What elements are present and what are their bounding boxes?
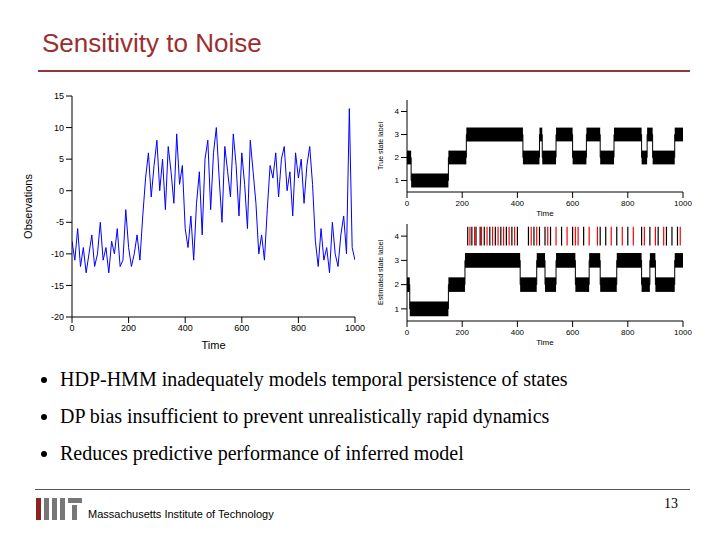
html-text:HDP-HMM inadequately models te: HDP-HMM inadequately models temporal per… [60, 368, 568, 390]
svg-text:0: 0 [69, 323, 74, 333]
svg-text:800: 800 [291, 323, 306, 333]
svg-text:2: 2 [395, 280, 400, 289]
svg-text:3: 3 [395, 256, 400, 265]
svg-text:10: 10 [54, 123, 64, 133]
svg-text:15: 15 [54, 91, 64, 101]
svg-text:-10: -10 [51, 249, 64, 259]
svg-text:400: 400 [178, 323, 193, 333]
svg-text:True state label: True state label [377, 122, 384, 170]
html-text:DP bias insufficient to preven: DP bias insufficient to prevent unrealis… [60, 405, 550, 427]
svg-text:Estimated state label: Estimated state label [377, 240, 384, 305]
svg-text:1000: 1000 [674, 199, 692, 208]
svg-text:1: 1 [395, 305, 400, 314]
svg-text:1: 1 [395, 176, 400, 185]
svg-text:Time: Time [536, 338, 554, 345]
svg-text:200: 200 [121, 323, 136, 333]
svg-text:Time: Time [536, 209, 554, 216]
svg-text:-5: -5 [56, 217, 64, 227]
svg-text:Observations: Observations [22, 174, 34, 239]
svg-text:1000: 1000 [345, 323, 365, 333]
svg-text:4: 4 [395, 107, 400, 116]
svg-text:600: 600 [566, 328, 580, 337]
html-text:Sensitivity to Noise: Sensitivity to Noise [42, 28, 262, 58]
svg-text:200: 200 [456, 328, 470, 337]
svg-text:0: 0 [405, 199, 410, 208]
svg-text:-20: -20 [51, 312, 64, 322]
svg-text:0: 0 [405, 328, 410, 337]
svg-text:2: 2 [395, 153, 400, 162]
svg-text:600: 600 [234, 323, 249, 333]
svg-text:600: 600 [566, 199, 580, 208]
svg-text:Time: Time [201, 339, 225, 351]
svg-text:200: 200 [456, 199, 470, 208]
svg-text:-15: -15 [51, 281, 64, 291]
svg-text:400: 400 [511, 328, 525, 337]
svg-text:1000: 1000 [674, 328, 692, 337]
html-text:13: 13 [664, 496, 678, 511]
svg-text:0: 0 [59, 186, 64, 196]
svg-text:3: 3 [395, 130, 400, 139]
svg-text:400: 400 [511, 199, 525, 208]
html-text:Reduces predictive performance: Reduces predictive performance of inferr… [60, 442, 464, 464]
svg-text:800: 800 [621, 328, 635, 337]
svg-text:5: 5 [59, 154, 64, 164]
svg-text:800: 800 [621, 199, 635, 208]
html-text:Massachusetts Institute of Tec: Massachusetts Institute of Technology [88, 508, 274, 520]
svg-text:4: 4 [395, 232, 400, 241]
